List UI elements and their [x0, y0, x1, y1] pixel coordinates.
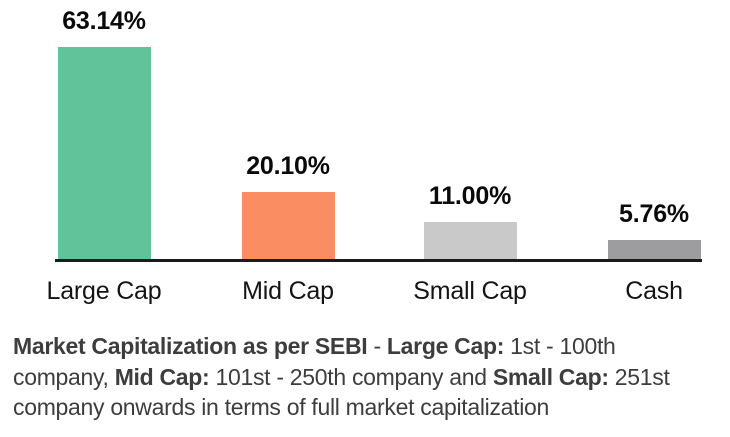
bar-value-label: 5.76% [619, 200, 689, 228]
footnote-bold-text: Small Cap: [492, 363, 609, 390]
bar-category-label: Large Cap [46, 277, 162, 305]
footnote-text: company, [13, 363, 115, 390]
footnote-text: - [367, 333, 387, 359]
bar-small-cap [423, 222, 517, 259]
bar-cash [607, 240, 701, 259]
bar-large-cap [57, 47, 151, 259]
footnote-text: 251st [608, 363, 670, 390]
footnote-line: company onwards in terms of full market … [13, 392, 725, 423]
bar-value-label: 11.00% [428, 182, 512, 210]
bar-chart: 63.14% Large Cap 20.10% Mid Cap 11.00% Small … [46, 7, 702, 305]
footnote-bold-text: Mid Cap: [114, 363, 210, 390]
bar-category-label: Small Cap [413, 277, 527, 305]
bar-category-label: Cash [625, 277, 683, 305]
x-axis-baseline [55, 259, 702, 262]
bar-value-label: 20.10% [246, 152, 330, 180]
bar-value-label: 63.14% [62, 7, 146, 35]
footnote-line: Market Capitalization as per SEBI - Larg… [13, 331, 725, 362]
footnote-bold-text: Large Cap: [386, 333, 505, 359]
footnote-line: company, Mid Cap: 101st - 250th company … [13, 362, 725, 393]
footnote-text: 1st - 100th [504, 333, 616, 359]
footnote-text: 101st - 250th company and [209, 363, 493, 390]
footnote-bold-text: Market Capitalization as per SEBI [13, 333, 368, 359]
footnote: Market Capitalization as per SEBI - Larg… [13, 331, 725, 423]
bar-category-label: Mid Cap [242, 277, 334, 305]
bar-mid-cap [241, 192, 335, 259]
footnote-text: company onwards in terms of full market … [13, 394, 550, 420]
